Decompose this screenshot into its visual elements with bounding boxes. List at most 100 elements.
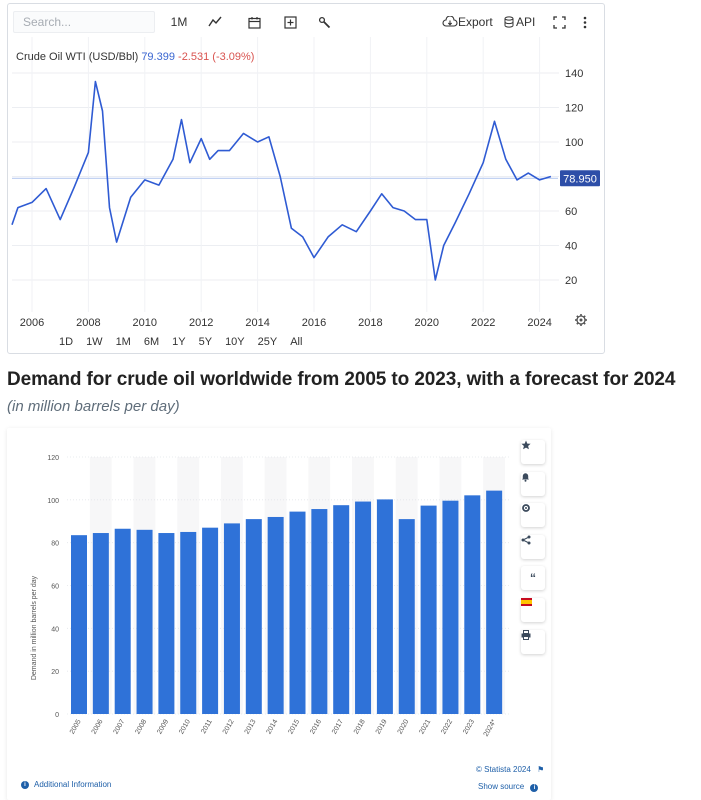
bar-2009[interactable] — [158, 533, 175, 714]
interval-selector[interactable]: 1M — [170, 15, 188, 29]
database-icon[interactable] — [502, 11, 516, 33]
range-10y[interactable]: 10Y — [225, 336, 245, 348]
y-tick-label: 140 — [565, 68, 583, 80]
bar-x-tick-label: 2010 — [178, 718, 192, 735]
more-vertical-icon[interactable] — [578, 11, 592, 33]
bar-x-tick-label: 2012 — [222, 718, 236, 735]
range-1m[interactable]: 1M — [115, 336, 131, 348]
bar-2024-forecast[interactable] — [486, 490, 503, 714]
bar-y-tick-label: 120 — [47, 455, 59, 462]
additional-information-link[interactable]: i Additional Information — [21, 780, 111, 789]
show-source-text: Show source — [478, 782, 525, 791]
price-series-line — [11, 80, 552, 281]
bar-2016[interactable] — [311, 509, 328, 714]
bar-2022[interactable] — [442, 500, 459, 714]
y-tick-label: 20 — [565, 275, 577, 287]
current-price-tag — [560, 170, 600, 187]
range-5y[interactable]: 5Y — [198, 336, 213, 348]
x-tick-label: 2022 — [471, 317, 495, 329]
statista-copyright[interactable]: © Statista 2024 ⚑ — [476, 765, 544, 774]
fullscreen-icon[interactable] — [550, 11, 568, 33]
favorite-star-icon[interactable] — [521, 440, 545, 464]
bell-icon[interactable] — [521, 472, 545, 496]
bar-x-tick-label: 2009 — [156, 718, 170, 735]
bar-2005[interactable] — [71, 535, 87, 714]
bar-2006[interactable] — [92, 533, 109, 714]
chart-settings-gear-icon[interactable] — [575, 314, 587, 326]
calendar-icon[interactable] — [243, 11, 265, 33]
price-plot[interactable]: 14012010080604020 2006200820102012201420… — [8, 4, 604, 353]
bar-2007[interactable] — [114, 528, 131, 714]
bar-x-tick-label: 2022 — [440, 718, 454, 735]
bar-2020[interactable] — [398, 519, 415, 714]
bar-x-tick-label: 2007 — [113, 718, 127, 735]
bar-2019[interactable] — [376, 499, 393, 714]
bar-2023[interactable] — [464, 495, 481, 714]
x-tick-label: 2008 — [76, 317, 100, 329]
share-icon[interactable] — [521, 535, 545, 559]
y-tick-label: 60 — [565, 206, 577, 218]
api-button[interactable]: API — [516, 15, 536, 29]
bar-2021[interactable] — [420, 505, 437, 714]
x-tick-label: 2006 — [20, 317, 44, 329]
bar-x-tick-label: 2024* — [483, 718, 498, 738]
bar-2012[interactable] — [223, 523, 240, 714]
copyright-text: © Statista 2024 — [476, 765, 531, 774]
bar-2018[interactable] — [355, 501, 372, 714]
bar-2015[interactable] — [289, 511, 306, 714]
x-tick-label: 2024 — [527, 317, 551, 329]
print-icon[interactable] — [521, 630, 545, 654]
range-1w[interactable]: 1W — [86, 336, 103, 348]
bar-2011[interactable] — [202, 527, 219, 714]
add-indicator-icon[interactable] — [279, 11, 301, 33]
range-6m[interactable]: 6M — [143, 336, 160, 348]
y-tick-label: 100 — [565, 137, 583, 149]
bar-x-tick-label: 2019 — [375, 718, 389, 735]
bar-2008[interactable] — [136, 529, 153, 714]
x-tick-label: 2020 — [415, 317, 439, 329]
line-chart-icon[interactable] — [204, 11, 226, 33]
bar-2017[interactable] — [333, 505, 350, 714]
x-tick-label: 2012 — [189, 317, 213, 329]
statistic-heading: Demand for crude oil worldwide from 2005… — [7, 369, 676, 390]
range-1d[interactable]: 1D — [59, 336, 74, 348]
search-input[interactable] — [13, 11, 155, 33]
price-chart-widget: 1M Export API 14012010080604020 2006 — [7, 3, 605, 354]
cloud-download-icon[interactable] — [439, 11, 461, 33]
instrument-name: Crude Oil WTI (USD/Bbl) — [16, 51, 139, 63]
bar-y-tick-label: 20 — [51, 669, 59, 676]
demand-bar-chart[interactable]: 0 20 40 60 80 100 120 2005 2006 2007 2008 2009 2010… — [7, 428, 551, 800]
range-1y[interactable]: 1Y — [172, 336, 186, 348]
range-selector: 1D 1W 1M 6M 1Y 5Y 10Y 25Y All — [52, 336, 308, 348]
statista-chart-card: 0 20 40 60 80 100 120 2005 2006 2007 2008 2009 2010… — [7, 428, 551, 800]
bar-x-tick-label: 2021 — [418, 718, 432, 735]
range-25y[interactable]: 25Y — [257, 336, 278, 348]
bar-x-tick-label: 2015 — [287, 718, 301, 735]
info-icon: i — [21, 780, 29, 789]
statistic-subheading: (in million barrels per day) — [7, 398, 180, 415]
bar-x-tick-label: 2023 — [462, 718, 476, 735]
bar-2013[interactable] — [245, 519, 262, 714]
bar-x-tick-label: 2014 — [266, 718, 280, 735]
bar-y-tick-label: 0 — [55, 712, 59, 719]
bar-2014[interactable] — [267, 516, 284, 714]
export-button[interactable]: Export — [458, 15, 493, 29]
bar-x-tick-label: 2013 — [244, 718, 258, 735]
flag-icon[interactable] — [521, 598, 545, 622]
show-source-link[interactable]: Show source i — [478, 782, 539, 792]
bar-y-tick-label: 60 — [51, 584, 59, 591]
chart-title: Crude Oil WTI (USD/Bbl) 79.399 -2.531 (-… — [16, 51, 254, 63]
y-tick-label: 120 — [565, 103, 583, 115]
bar-y-tick-label: 80 — [51, 541, 59, 548]
statista-flag-icon: ⚑ — [537, 765, 545, 774]
y-axis-title: Demand in million barrels per day — [31, 575, 38, 680]
bar-2010[interactable] — [180, 531, 197, 714]
x-tick-label: 2018 — [358, 317, 382, 329]
range-all[interactable]: All — [290, 336, 303, 348]
gear-icon[interactable] — [521, 503, 545, 527]
wrench-icon[interactable] — [313, 11, 335, 33]
price-change: -2.531 (-3.09%) — [178, 51, 255, 63]
quote-icon[interactable]: “ — [521, 566, 545, 590]
bar-x-tick-label: 2011 — [200, 718, 214, 735]
bar-x-tick-label: 2005 — [69, 718, 83, 735]
